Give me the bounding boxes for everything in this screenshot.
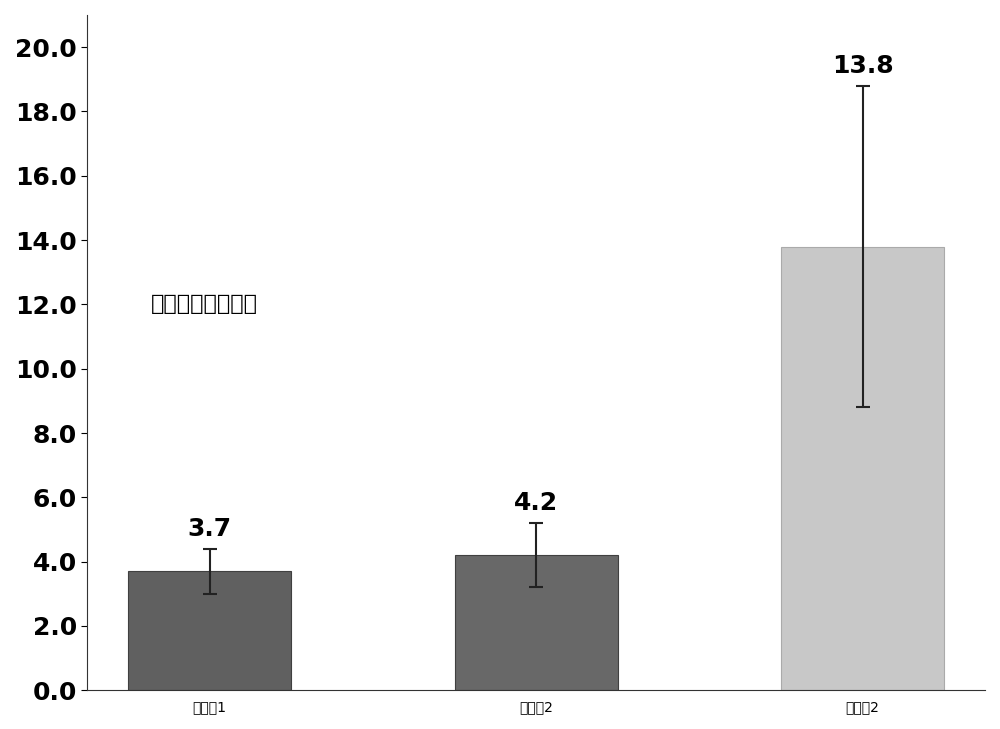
Text: 4.2: 4.2 bbox=[514, 491, 558, 515]
Text: 重建时间（分钟）: 重建时间（分钟） bbox=[151, 295, 258, 314]
Text: 13.8: 13.8 bbox=[832, 54, 893, 78]
Bar bbox=[455, 555, 618, 690]
Text: 3.7: 3.7 bbox=[188, 517, 232, 541]
Bar bbox=[781, 246, 944, 690]
Bar bbox=[128, 572, 291, 690]
